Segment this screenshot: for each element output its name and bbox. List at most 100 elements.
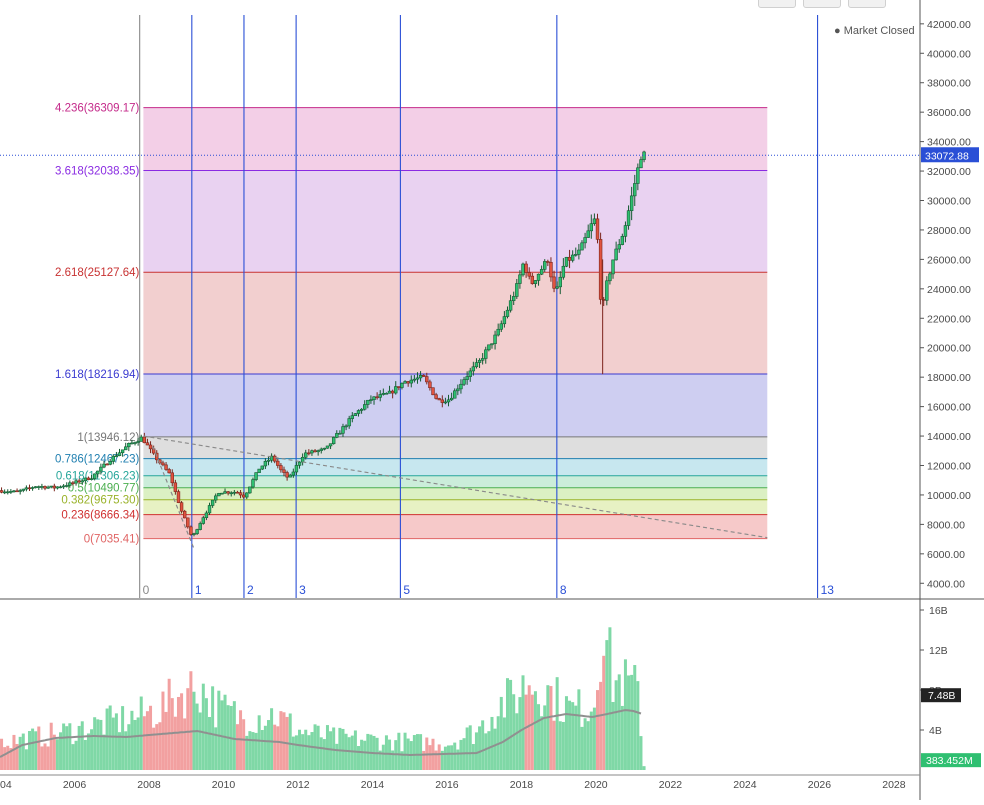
volume-bar	[111, 717, 115, 770]
candle-body	[161, 462, 165, 466]
candle	[626, 205, 631, 230]
volume-bar	[611, 701, 615, 770]
candle-body	[130, 442, 134, 445]
candle-body	[394, 386, 398, 394]
candle	[384, 392, 389, 395]
candle	[288, 473, 292, 478]
fib-band	[143, 499, 768, 515]
candle-body	[577, 249, 581, 255]
candle-body	[257, 468, 261, 473]
volume-bar	[608, 627, 612, 770]
candle-body	[453, 390, 457, 399]
market-status-dot-icon: ●	[834, 25, 841, 37]
volume-bar	[527, 685, 531, 770]
candle-body	[310, 450, 314, 454]
candle-body	[9, 491, 13, 493]
candle-body	[148, 444, 153, 450]
fib-extension: 0(7035.41)0.236(8666.34)0.382(9675.30)0.…	[55, 103, 768, 546]
candle	[297, 461, 302, 469]
volume-bar	[118, 732, 122, 770]
volume-bar	[468, 725, 472, 770]
candle	[52, 483, 57, 492]
candle-body	[263, 461, 268, 467]
candle-body	[446, 399, 451, 403]
candle-body	[235, 491, 240, 494]
candle-body	[331, 437, 336, 445]
fib-band	[143, 458, 768, 476]
candle	[254, 472, 258, 482]
volume-bar	[515, 713, 519, 770]
time-zone-label: 13	[821, 583, 835, 597]
volume-bar	[310, 732, 314, 770]
candle-body	[124, 446, 128, 451]
price-tick-label: 38000.00	[927, 78, 971, 90]
fib-level-label: 0.382(9675.30)	[61, 495, 139, 507]
volume-bar	[173, 716, 177, 770]
candle	[127, 442, 131, 452]
volume-bar	[338, 727, 342, 770]
volume-tick-label: 12B	[929, 645, 948, 657]
volume-bar	[481, 720, 485, 770]
candle	[549, 257, 553, 282]
volume-bar	[24, 749, 28, 770]
candle	[521, 262, 525, 277]
candle-body	[530, 275, 535, 284]
candle-body	[24, 487, 29, 490]
candle	[316, 449, 320, 456]
toolbar-settings-button[interactable]	[848, 0, 886, 8]
volume-bar	[400, 751, 404, 770]
fib-level-label: 4.236(36309.17)	[55, 103, 140, 115]
candle	[2, 489, 7, 495]
volume-bar	[74, 740, 78, 770]
volume-bar	[12, 734, 16, 770]
candle	[307, 449, 311, 456]
candle-body	[456, 388, 460, 392]
candle	[583, 232, 587, 249]
volume-bar	[6, 745, 10, 770]
candle-body	[307, 452, 311, 455]
candle	[223, 488, 227, 494]
toolbar-camera-button[interactable]	[758, 0, 796, 8]
candle-body	[543, 261, 547, 270]
candle-body	[61, 485, 66, 488]
candle	[229, 491, 233, 497]
candle-body	[43, 486, 47, 489]
volume-bar	[564, 696, 568, 770]
candle	[564, 256, 569, 268]
volume-bar	[298, 729, 302, 770]
last-price-badge-text: 33072.88	[925, 150, 969, 162]
price-tick-label: 22000.00	[927, 313, 971, 325]
candle	[68, 480, 72, 488]
volume-bar	[204, 698, 208, 770]
candle	[304, 449, 308, 460]
candle-body	[276, 460, 280, 466]
volume-bar	[617, 674, 621, 770]
candle-body	[381, 393, 386, 395]
candle-body	[561, 265, 566, 278]
candle-body	[238, 492, 243, 496]
candle	[226, 491, 230, 496]
candle-body	[195, 529, 199, 534]
candle-body	[142, 436, 147, 444]
volume-bar	[620, 705, 624, 770]
candle-body	[589, 223, 593, 232]
volume-bar	[31, 728, 35, 770]
toolbar-calendar-button[interactable]	[803, 0, 841, 8]
candle	[18, 488, 22, 495]
candle	[406, 380, 410, 387]
volume-bar	[223, 694, 227, 770]
fib-level-label: 0.786(12467.23)	[55, 454, 140, 466]
volume-bar	[276, 726, 280, 770]
price-tick-label: 20000.00	[927, 343, 971, 355]
volume-bar	[77, 725, 81, 770]
volume-bar	[245, 735, 249, 770]
candle-body	[400, 382, 404, 388]
candle	[182, 509, 187, 519]
trendline	[152, 446, 195, 549]
candle	[620, 233, 625, 246]
candle-body	[251, 479, 255, 488]
candle-body	[89, 478, 94, 480]
candle-body	[55, 486, 60, 489]
